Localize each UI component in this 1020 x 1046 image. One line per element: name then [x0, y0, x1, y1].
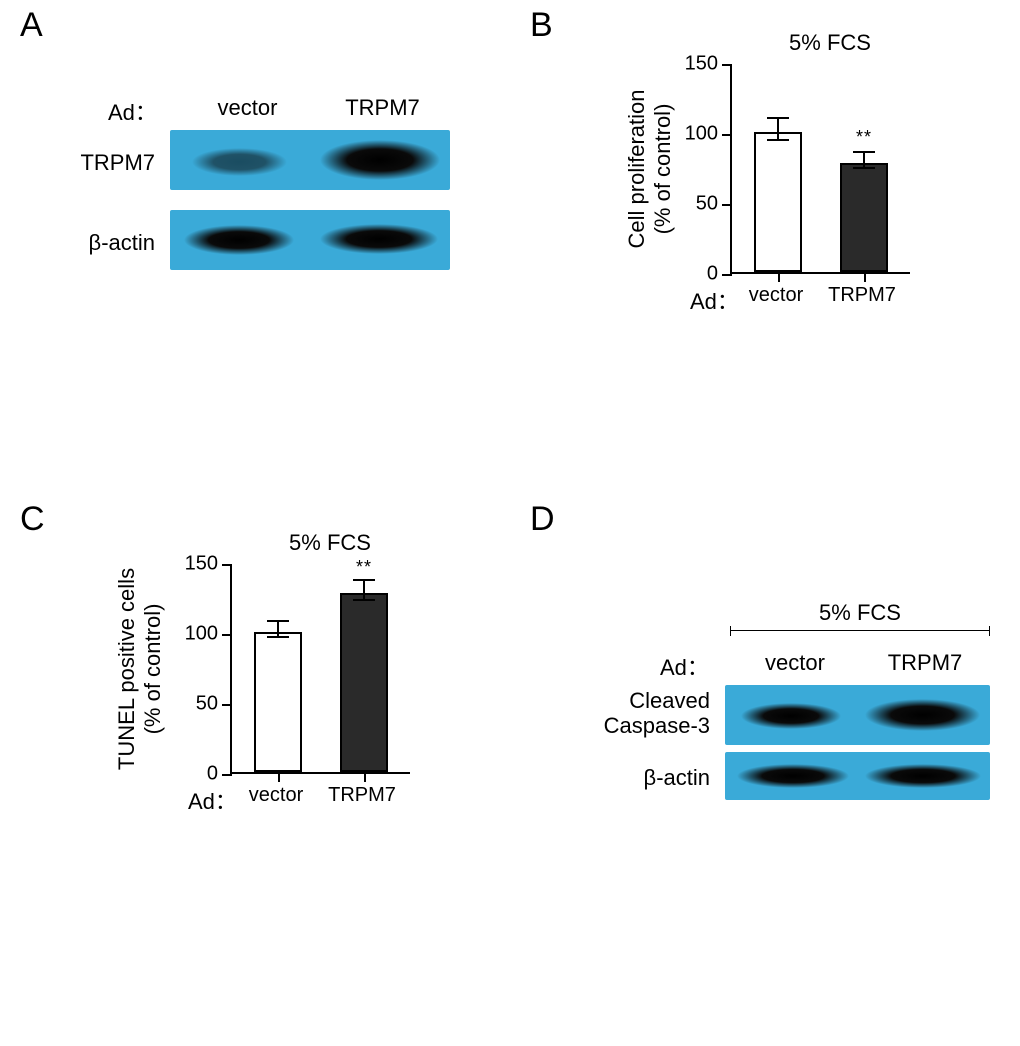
chartC-ytick-100: 100	[185, 623, 232, 646]
chartB-ylabel-l2: (% of control)	[650, 104, 675, 235]
chartB-sig-trpm7: **	[856, 127, 872, 148]
chartB-ytick-100: 100	[685, 123, 732, 146]
panel-d-row2-label: β-actin	[590, 765, 710, 791]
panel-d-ad-label: Ad：	[660, 650, 709, 682]
chartC-bar-vector	[254, 632, 302, 772]
chartC-plot: 150 100 50 0 **	[230, 564, 410, 774]
chartC-title: 5% FCS	[240, 530, 420, 556]
chartC-bar-trpm7	[340, 593, 388, 772]
band-bactin-vector	[184, 225, 294, 255]
chartB-bar-trpm7	[840, 163, 888, 272]
chartB-x-prefix: Ad：	[690, 284, 739, 316]
panel-d-condition: 5% FCS	[730, 600, 990, 637]
chartB-ylabel: Cell proliferation (% of control)	[624, 90, 676, 249]
chartC-ytick-150: 150	[185, 553, 232, 576]
chartB-ytick-50: 50	[696, 193, 732, 216]
chartB-ytick-0: 0	[707, 263, 732, 286]
band-trpm7-trpm7	[320, 140, 440, 180]
band-d-bactin-vector	[737, 764, 849, 788]
panel-b: 5% FCS 150 100 50 0 ** Cell proliferatio…	[600, 30, 960, 390]
panel-a-row2-label: β-actin	[30, 230, 155, 256]
panel-a-row1-label: TRPM7	[30, 150, 155, 176]
chartC-ylabel-l2: (% of control)	[140, 604, 165, 735]
panel-c: 5% FCS 150 100 50 0 ** TUNEL positive ce…	[80, 530, 480, 910]
chartC-xlabel-vector: vector	[249, 774, 303, 807]
panel-label-d: D	[530, 500, 555, 539]
chartB-plot: 150 100 50 0 **	[730, 64, 910, 274]
band-d-bactin-trpm7	[865, 764, 981, 788]
panel-d-blot-bactin	[725, 752, 990, 800]
panel-d: 5% FCS Ad： vector TRPM7 Cleaved Caspase-…	[540, 540, 1000, 900]
chartB-bar-vector	[754, 132, 802, 272]
panel-a-col2: TRPM7	[315, 95, 450, 121]
panel-d-row1-label: Cleaved Caspase-3	[590, 688, 710, 739]
panel-a-ad-label: Ad：	[108, 95, 157, 127]
band-cc3-trpm7	[865, 699, 980, 731]
panel-a-blot-trpm7	[170, 130, 450, 190]
band-cc3-vector	[741, 703, 841, 729]
panel-a: Ad： vector TRPM7 TRPM7 β-actin	[30, 20, 490, 340]
band-trpm7-vector	[192, 148, 287, 176]
panel-a-blot-bactin	[170, 210, 450, 270]
panel-d-blot-cc3	[725, 685, 990, 745]
panel-d-col2: TRPM7	[860, 650, 990, 676]
chartC-ytick-50: 50	[196, 693, 232, 716]
chartC-ytick-0: 0	[207, 763, 232, 786]
chartC-ylabel-l1: TUNEL positive cells	[114, 568, 139, 770]
chartC-ylabel: TUNEL positive cells (% of control)	[114, 568, 166, 770]
chartB-ylabel-l1: Cell proliferation	[624, 90, 649, 249]
panel-d-col1: vector	[730, 650, 860, 676]
chartC-sig-trpm7: **	[356, 557, 372, 578]
band-bactin-trpm7	[320, 224, 438, 254]
panel-a-col1: vector	[180, 95, 315, 121]
chartB-title: 5% FCS	[740, 30, 920, 56]
chartB-ytick-150: 150	[685, 53, 732, 76]
chartB-xlabel-vector: vector	[749, 274, 803, 307]
panel-label-c: C	[20, 500, 45, 539]
panel-label-b: B	[530, 6, 553, 45]
chartC-xlabel-trpm7: TRPM7	[328, 774, 396, 807]
chartB-xlabel-trpm7: TRPM7	[828, 274, 896, 307]
chartC-x-prefix: Ad：	[188, 784, 237, 816]
